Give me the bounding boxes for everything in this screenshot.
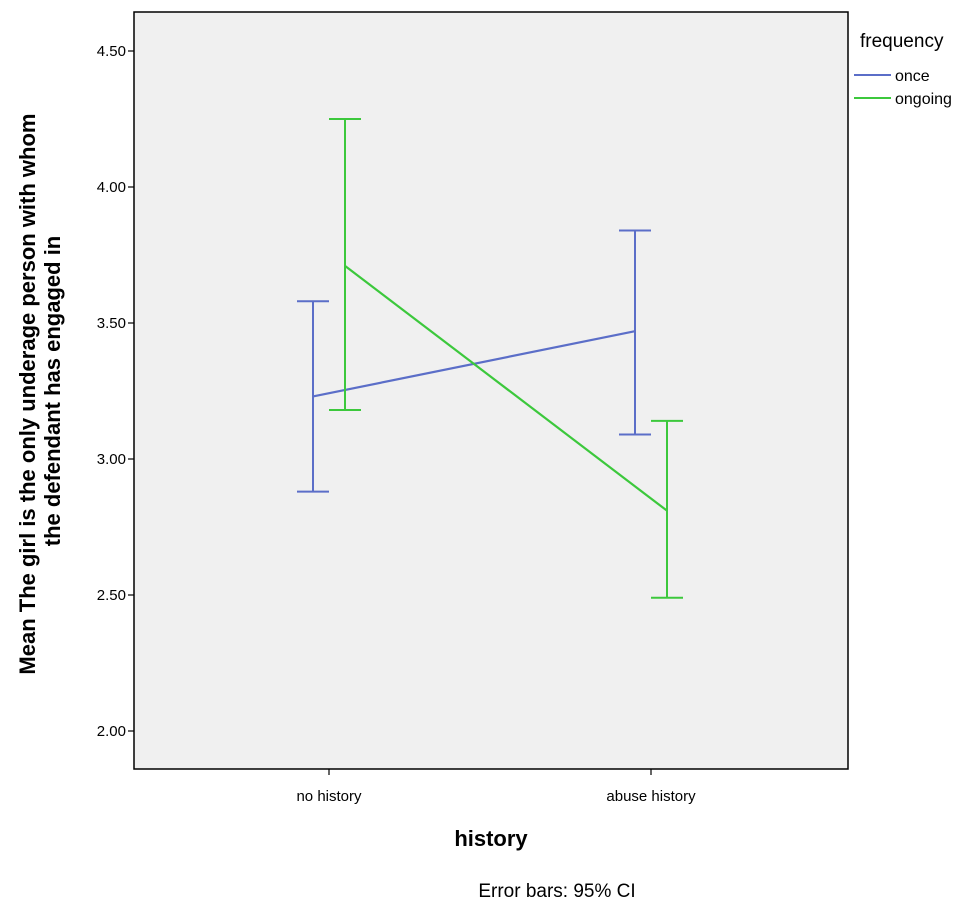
legend-label-once: once bbox=[895, 68, 930, 85]
error-bar-ongoing bbox=[329, 118, 361, 412]
series-line-ongoing bbox=[344, 265, 668, 512]
error-bar-once bbox=[297, 300, 329, 493]
footnote: Error bars: 95% CI bbox=[478, 881, 635, 902]
plot-area bbox=[133, 11, 849, 770]
legend: frequency once ongoing bbox=[854, 31, 952, 108]
y-axis: 2.00 2.50 3.00 3.50 4.00 4.50 bbox=[97, 43, 134, 740]
y-tick-label: 3.50 bbox=[97, 315, 126, 332]
series-ongoing bbox=[329, 118, 683, 599]
y-axis-title: Mean The girl is the only underage perso… bbox=[15, 107, 65, 674]
y-tick-label: 2.50 bbox=[97, 587, 126, 604]
error-bar-once bbox=[619, 229, 651, 436]
y-tick-label: 2.00 bbox=[97, 723, 126, 740]
y-tick-label: 3.00 bbox=[97, 451, 126, 468]
x-axis-title: history bbox=[454, 826, 528, 851]
y-tick-label: 4.00 bbox=[97, 179, 126, 196]
series-layer bbox=[297, 118, 683, 599]
y-tick-label: 4.50 bbox=[97, 43, 126, 60]
legend-label-ongoing: ongoing bbox=[895, 91, 952, 108]
x-tick-label: abuse history bbox=[606, 788, 696, 805]
x-tick-label: no history bbox=[296, 788, 362, 805]
x-axis: no history abuse history bbox=[296, 769, 696, 805]
error-bar-ongoing bbox=[651, 419, 683, 599]
legend-title: frequency bbox=[860, 31, 944, 52]
